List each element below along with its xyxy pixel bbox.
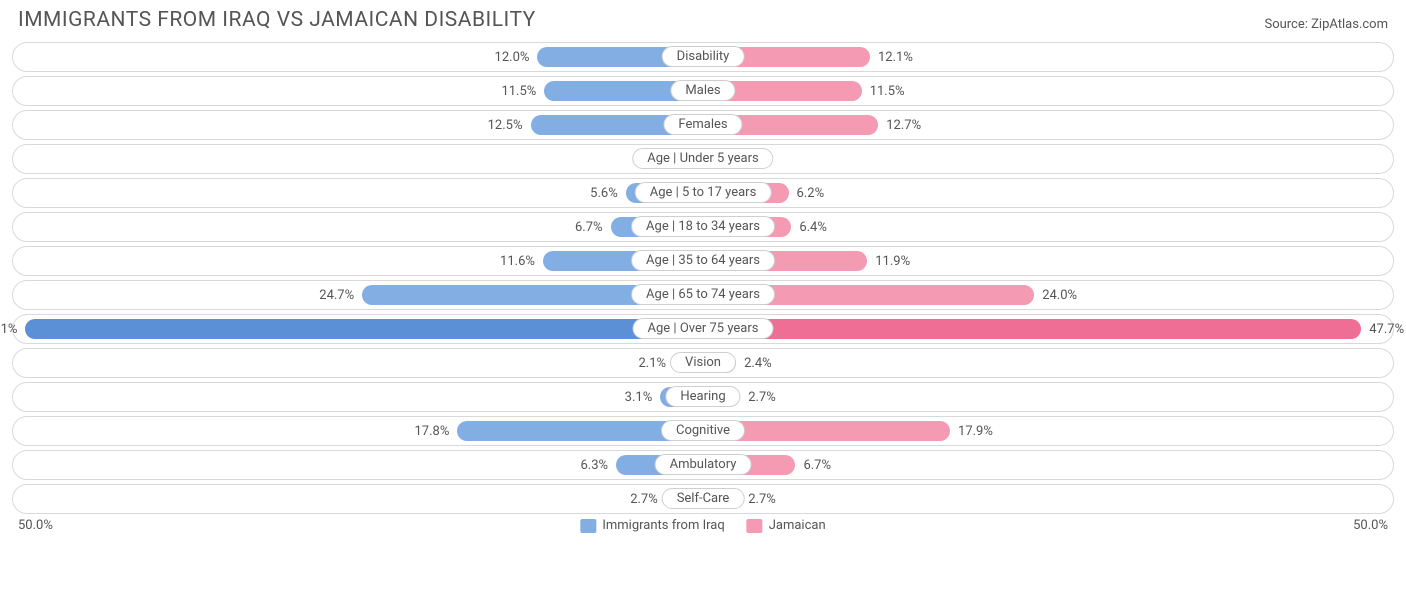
value-right: 6.4%: [799, 213, 827, 243]
value-left: 5.6%: [590, 179, 618, 209]
category-label: Disability: [662, 46, 745, 67]
value-right: 11.9%: [875, 247, 910, 277]
axis-right-label: 50.0%: [1353, 518, 1388, 533]
chart-row: 6.3% 6.7% Ambulatory: [12, 450, 1394, 480]
legend-item-left: Immigrants from Iraq: [580, 518, 724, 533]
category-label: Age | Under 5 years: [632, 148, 773, 169]
value-left: 24.7%: [319, 281, 354, 311]
legend-item-right: Jamaican: [747, 518, 826, 533]
legend-label-left: Immigrants from Iraq: [602, 518, 724, 533]
value-right: 2.7%: [748, 485, 776, 515]
chart-row: 2.7% 2.7%Self-Care: [12, 484, 1394, 514]
value-left: 3.1%: [625, 383, 653, 413]
value-right: 2.4%: [744, 349, 772, 379]
chart-header: IMMIGRANTS FROM IRAQ VS JAMAICAN DISABIL…: [0, 0, 1406, 36]
chart-row: 11.6% 11.9% Age | 35 to 64 years: [12, 246, 1394, 276]
category-label: Hearing: [665, 386, 740, 407]
value-right: 6.2%: [797, 179, 825, 209]
chart-source: Source: ZipAtlas.com: [1264, 17, 1388, 32]
chart-row: 12.0% 12.1% Disability: [12, 42, 1394, 72]
value-right: 47.7%: [1369, 315, 1404, 345]
value-left: 2.7%: [630, 485, 658, 515]
value-right: 2.7%: [748, 383, 776, 413]
value-left: 49.1%: [0, 315, 17, 345]
legend-swatch-left: [580, 519, 596, 533]
value-left: 11.6%: [500, 247, 535, 277]
axis-left-label: 50.0%: [18, 518, 53, 533]
chart-row: 2.1% 2.4% Vision: [12, 348, 1394, 378]
chart-row: 6.7% 6.4% Age | 18 to 34 years: [12, 212, 1394, 242]
chart-row: 24.7% 24.0% Age | 65 to 74 years: [12, 280, 1394, 310]
bar-right: [703, 319, 1361, 339]
chart-area: 12.0% 12.1% Disability 11.5% 11.5% Males 12.5%…: [12, 42, 1394, 514]
value-right: 24.0%: [1042, 281, 1077, 311]
category-label: Ambulatory: [655, 454, 752, 475]
value-right: 6.7%: [803, 451, 831, 481]
chart-row: 17.8% 17.9% Cognitive: [12, 416, 1394, 446]
category-label: Females: [663, 114, 742, 135]
chart-row: 1.1%1.3%Age | Under 5 years: [12, 144, 1394, 174]
category-label: Vision: [670, 352, 736, 373]
value-right: 17.9%: [958, 417, 993, 447]
chart-title: IMMIGRANTS FROM IRAQ VS JAMAICAN DISABIL…: [18, 8, 536, 32]
category-label: Age | Over 75 years: [633, 318, 774, 339]
chart-footer: 50.0% Immigrants from Iraq Jamaican 50.0…: [12, 518, 1394, 542]
category-label: Males: [670, 80, 735, 101]
value-left: 12.0%: [495, 43, 530, 73]
category-label: Age | 18 to 34 years: [631, 216, 775, 237]
value-right: 12.7%: [886, 111, 921, 141]
chart-row: 5.6% 6.2% Age | 5 to 17 years: [12, 178, 1394, 208]
chart-row: 12.5% 12.7% Females: [12, 110, 1394, 140]
chart-row: 49.1%47.7%Age | Over 75 years: [12, 314, 1394, 344]
chart-row: 11.5% 11.5% Males: [12, 76, 1394, 106]
category-label: Age | 5 to 17 years: [635, 182, 772, 203]
value-left: 12.5%: [488, 111, 523, 141]
value-left: 6.7%: [575, 213, 603, 243]
category-label: Self-Care: [662, 488, 745, 509]
bar-left: [25, 319, 703, 339]
category-label: Age | 35 to 64 years: [631, 250, 775, 271]
legend-label-right: Jamaican: [769, 518, 826, 533]
value-right: 12.1%: [878, 43, 913, 73]
legend: Immigrants from Iraq Jamaican: [580, 518, 825, 533]
category-label: Cognitive: [661, 420, 745, 441]
value-left: 2.1%: [638, 349, 666, 379]
category-label: Age | 65 to 74 years: [631, 284, 775, 305]
legend-swatch-right: [747, 519, 763, 533]
value-left: 6.3%: [581, 451, 609, 481]
value-left: 17.8%: [415, 417, 450, 447]
value-left: 11.5%: [501, 77, 536, 107]
value-right: 11.5%: [870, 77, 905, 107]
chart-row: 3.1% 2.7% Hearing: [12, 382, 1394, 412]
